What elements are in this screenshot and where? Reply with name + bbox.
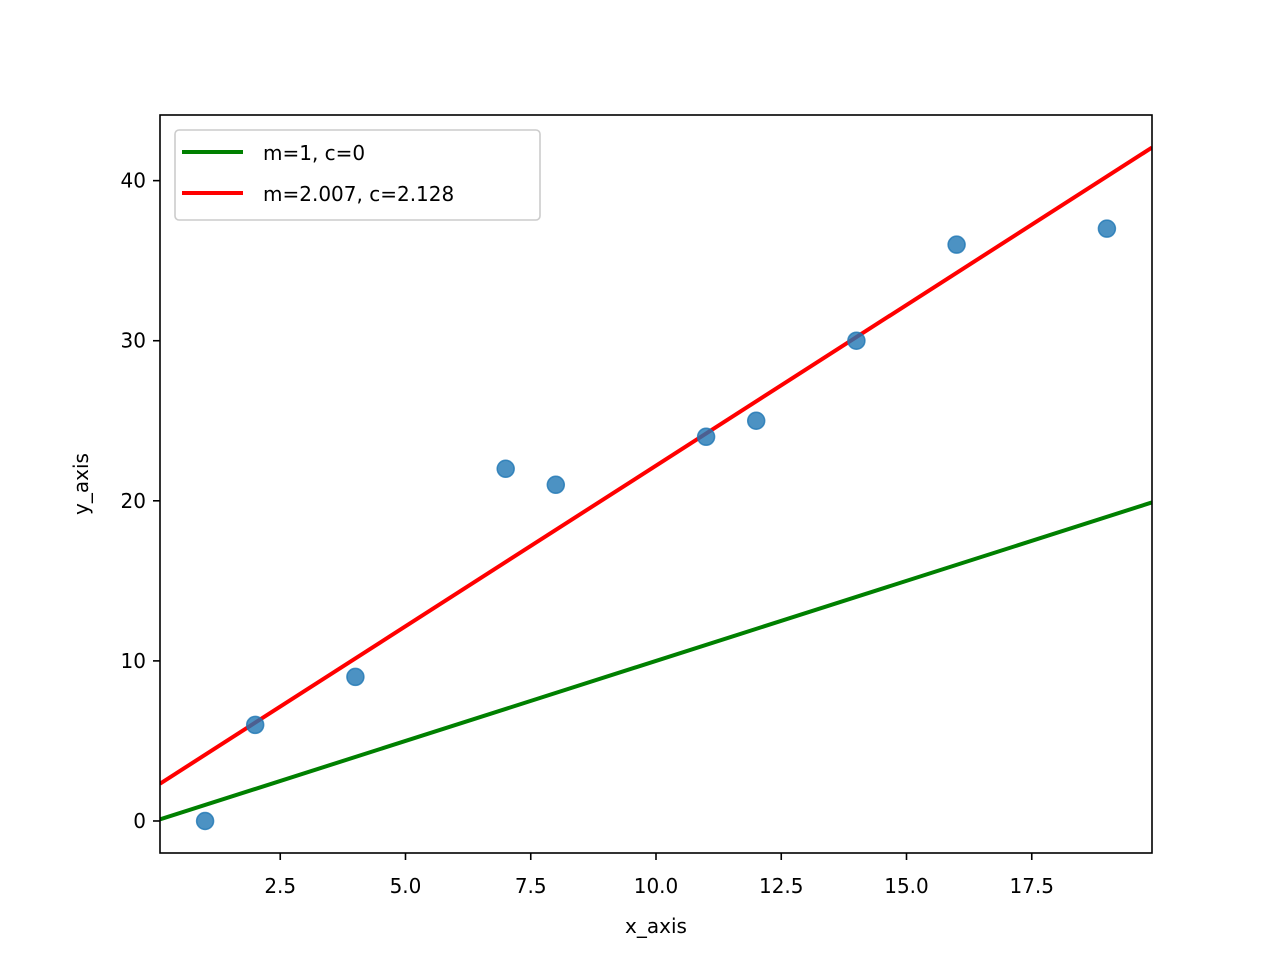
data-point: [746, 411, 766, 431]
x-tick-label: 7.5: [515, 874, 547, 898]
y-tick-label: 0: [133, 809, 146, 833]
scatter-points: [195, 219, 1117, 831]
x-tick-label: 15.0: [884, 874, 929, 898]
regression-lines: [160, 145, 1152, 822]
x-tick-label: 2.5: [264, 874, 296, 898]
x-tick-label: 12.5: [759, 874, 804, 898]
series-line-0: [160, 500, 1152, 822]
x-tick-label: 10.0: [634, 874, 679, 898]
data-point: [496, 459, 515, 479]
data-point: [947, 235, 966, 254]
y-tick-label: 30: [121, 329, 146, 353]
y-tick-label: 20: [121, 489, 146, 513]
y-tick-label: 40: [121, 169, 146, 193]
data-point: [346, 667, 365, 687]
legend: m=1, c=0 m=2.007, c=2.128: [174, 129, 541, 221]
x-tick-label: 17.5: [1009, 874, 1054, 898]
data-point: [1097, 219, 1117, 238]
plot-area: [160, 115, 1152, 853]
legend-box: [174, 129, 541, 221]
y-tick-label: 10: [121, 649, 146, 673]
data-point: [847, 331, 866, 350]
legend-label-red: m=2.007, c=2.128: [263, 182, 454, 206]
y-axis-label: y_axis: [69, 453, 93, 515]
data-point: [195, 811, 215, 831]
data-point: [245, 715, 265, 735]
x-tick-label: 5.0: [390, 874, 422, 898]
data-point: [696, 427, 716, 447]
y-axis-ticks: 0 10 20 30 40: [121, 169, 160, 833]
series-line-1: [160, 145, 1152, 786]
data-point: [546, 475, 566, 495]
x-axis-label: x_axis: [625, 914, 687, 938]
legend-label-green: m=1, c=0: [263, 141, 365, 165]
x-axis-ticks: 2.5 5.0 7.5 10.0 12.5 15.0 17.5: [264, 853, 1054, 898]
